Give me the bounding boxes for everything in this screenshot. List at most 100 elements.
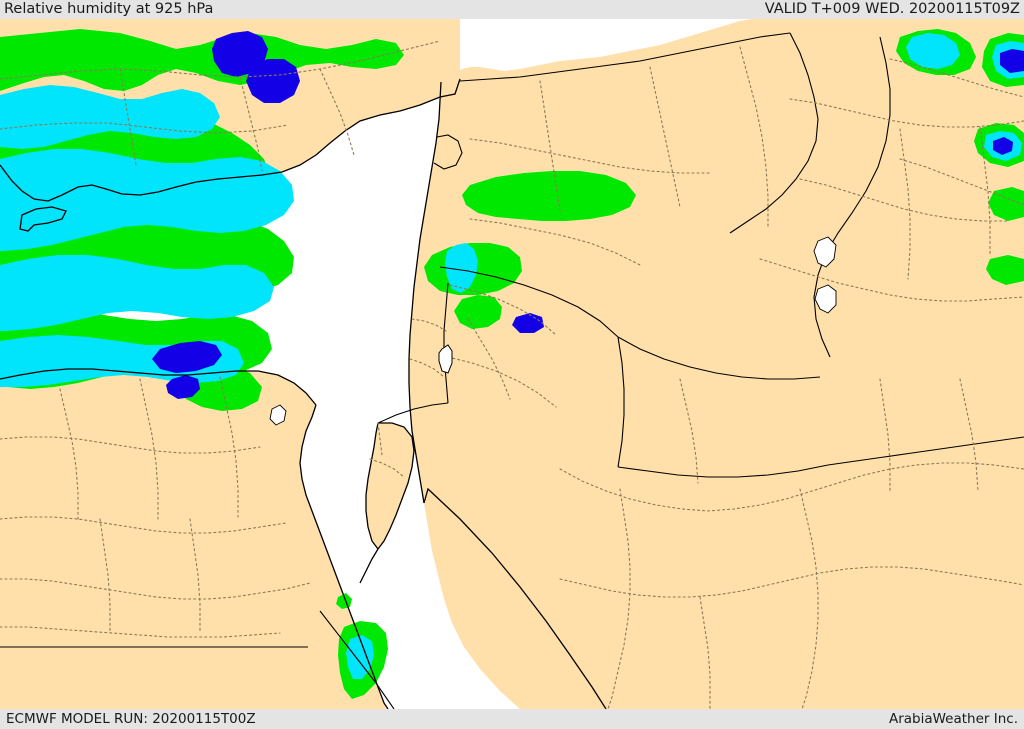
admin-border <box>879 378 891 492</box>
admin-border <box>377 422 383 456</box>
border-iraq-saudi <box>617 464 829 478</box>
admin-border <box>0 40 441 80</box>
footer-bar: ECMWF MODEL RUN: 20200115T00Z ArabiaWeat… <box>0 709 1024 729</box>
band-cyan <box>0 255 274 331</box>
map-canvas[interactable] <box>0 19 1024 709</box>
dead-sea <box>438 344 453 374</box>
band-blue <box>246 59 300 103</box>
humidity-band-cyan-layer <box>0 33 1024 679</box>
admin-border <box>699 596 711 709</box>
admin-border <box>189 518 201 632</box>
admin-border <box>607 488 631 709</box>
valid-time-label: VALID T+009 WED. 20200115T09Z <box>764 1 1020 17</box>
band-green <box>986 255 1024 285</box>
border-saudi-redsea-line <box>319 610 395 709</box>
band-blue <box>993 137 1013 155</box>
border-egypt-israel <box>377 402 449 424</box>
provider-label: ArabiaWeather Inc. <box>888 710 1018 727</box>
admin-border <box>979 126 991 256</box>
admin-border <box>99 518 111 632</box>
border-syria-jordan <box>439 266 619 338</box>
coastline-red-sea-west <box>299 404 389 709</box>
border-syria-iraq <box>729 32 819 234</box>
band-green <box>462 171 636 221</box>
admin-border <box>119 68 137 166</box>
coastline-levant <box>408 81 442 504</box>
admin-border <box>799 178 1009 222</box>
coastline-sinai-west <box>365 422 379 550</box>
admin-border <box>539 80 561 212</box>
border-turkey-syria <box>459 32 791 82</box>
admin-border <box>449 284 557 336</box>
border-iraq-kuwait <box>827 436 1024 466</box>
admin-border <box>789 98 1024 128</box>
band-green <box>454 295 502 329</box>
admin-border <box>759 258 1024 302</box>
admin-border <box>559 462 1024 512</box>
band-blue <box>152 341 222 373</box>
admin-border <box>369 458 405 478</box>
coastline-gulf-of-suez <box>359 548 379 584</box>
coastline-red-sea-east <box>423 487 607 709</box>
band-cyan <box>346 635 374 679</box>
admin-border-layer <box>0 40 1024 709</box>
land-sinai <box>366 423 414 549</box>
band-green <box>988 187 1024 221</box>
band-blue <box>512 313 544 333</box>
admin-border <box>649 66 681 208</box>
band-green <box>336 593 352 609</box>
admin-border <box>0 122 289 134</box>
border-jordan-saudi <box>617 336 821 380</box>
page-title: Relative humidity at 925 hPa <box>4 1 214 17</box>
land-arabia-west <box>428 479 1024 709</box>
admin-border <box>739 46 769 228</box>
border-israel-jordan <box>443 282 449 404</box>
border-lebanon <box>433 134 463 170</box>
island <box>814 284 837 314</box>
land-north-africa-egypt <box>0 369 388 709</box>
admin-border <box>0 436 261 454</box>
humidity-band-blue-layer <box>152 31 1024 399</box>
islands-layer <box>269 236 837 426</box>
admin-border <box>59 388 79 520</box>
weather-map-svg <box>0 19 1024 709</box>
band-cyan <box>0 149 294 251</box>
border-jordan-iraq-saudi <box>617 336 625 468</box>
coastline-north-africa <box>0 368 317 406</box>
admin-border <box>0 626 281 638</box>
admin-border <box>219 376 239 518</box>
admin-border <box>559 566 1024 598</box>
admin-border <box>469 218 641 266</box>
island <box>813 236 837 268</box>
band-cyan <box>0 85 220 149</box>
admin-border <box>799 488 819 709</box>
admin-border <box>959 378 979 492</box>
admin-border <box>409 358 445 378</box>
model-run-label: ECMWF MODEL RUN: 20200115T00Z <box>6 710 256 727</box>
band-cyan <box>445 243 478 293</box>
admin-border <box>0 578 311 600</box>
admin-border <box>447 356 557 408</box>
band-blue <box>166 375 200 399</box>
admin-border <box>319 68 355 156</box>
admin-border <box>0 516 287 534</box>
coastline-anatolia <box>0 78 461 202</box>
admin-border <box>239 76 263 172</box>
national-border-layer <box>0 32 1024 709</box>
coastline-cyprus <box>19 206 67 232</box>
band-green <box>0 29 404 91</box>
coastline-layer <box>0 78 607 709</box>
admin-border <box>467 318 511 400</box>
header-bar: Relative humidity at 925 hPa VALID T+009… <box>0 0 1024 19</box>
band-blue <box>1000 49 1024 73</box>
admin-border <box>889 58 1024 98</box>
admin-border <box>469 138 711 174</box>
admin-border <box>899 128 911 280</box>
admin-border <box>411 318 447 332</box>
border-iran-iraq <box>813 36 891 358</box>
island <box>269 404 287 426</box>
coastline-sinai-east <box>377 422 415 550</box>
admin-border <box>139 378 159 520</box>
band-cyan <box>906 33 960 69</box>
